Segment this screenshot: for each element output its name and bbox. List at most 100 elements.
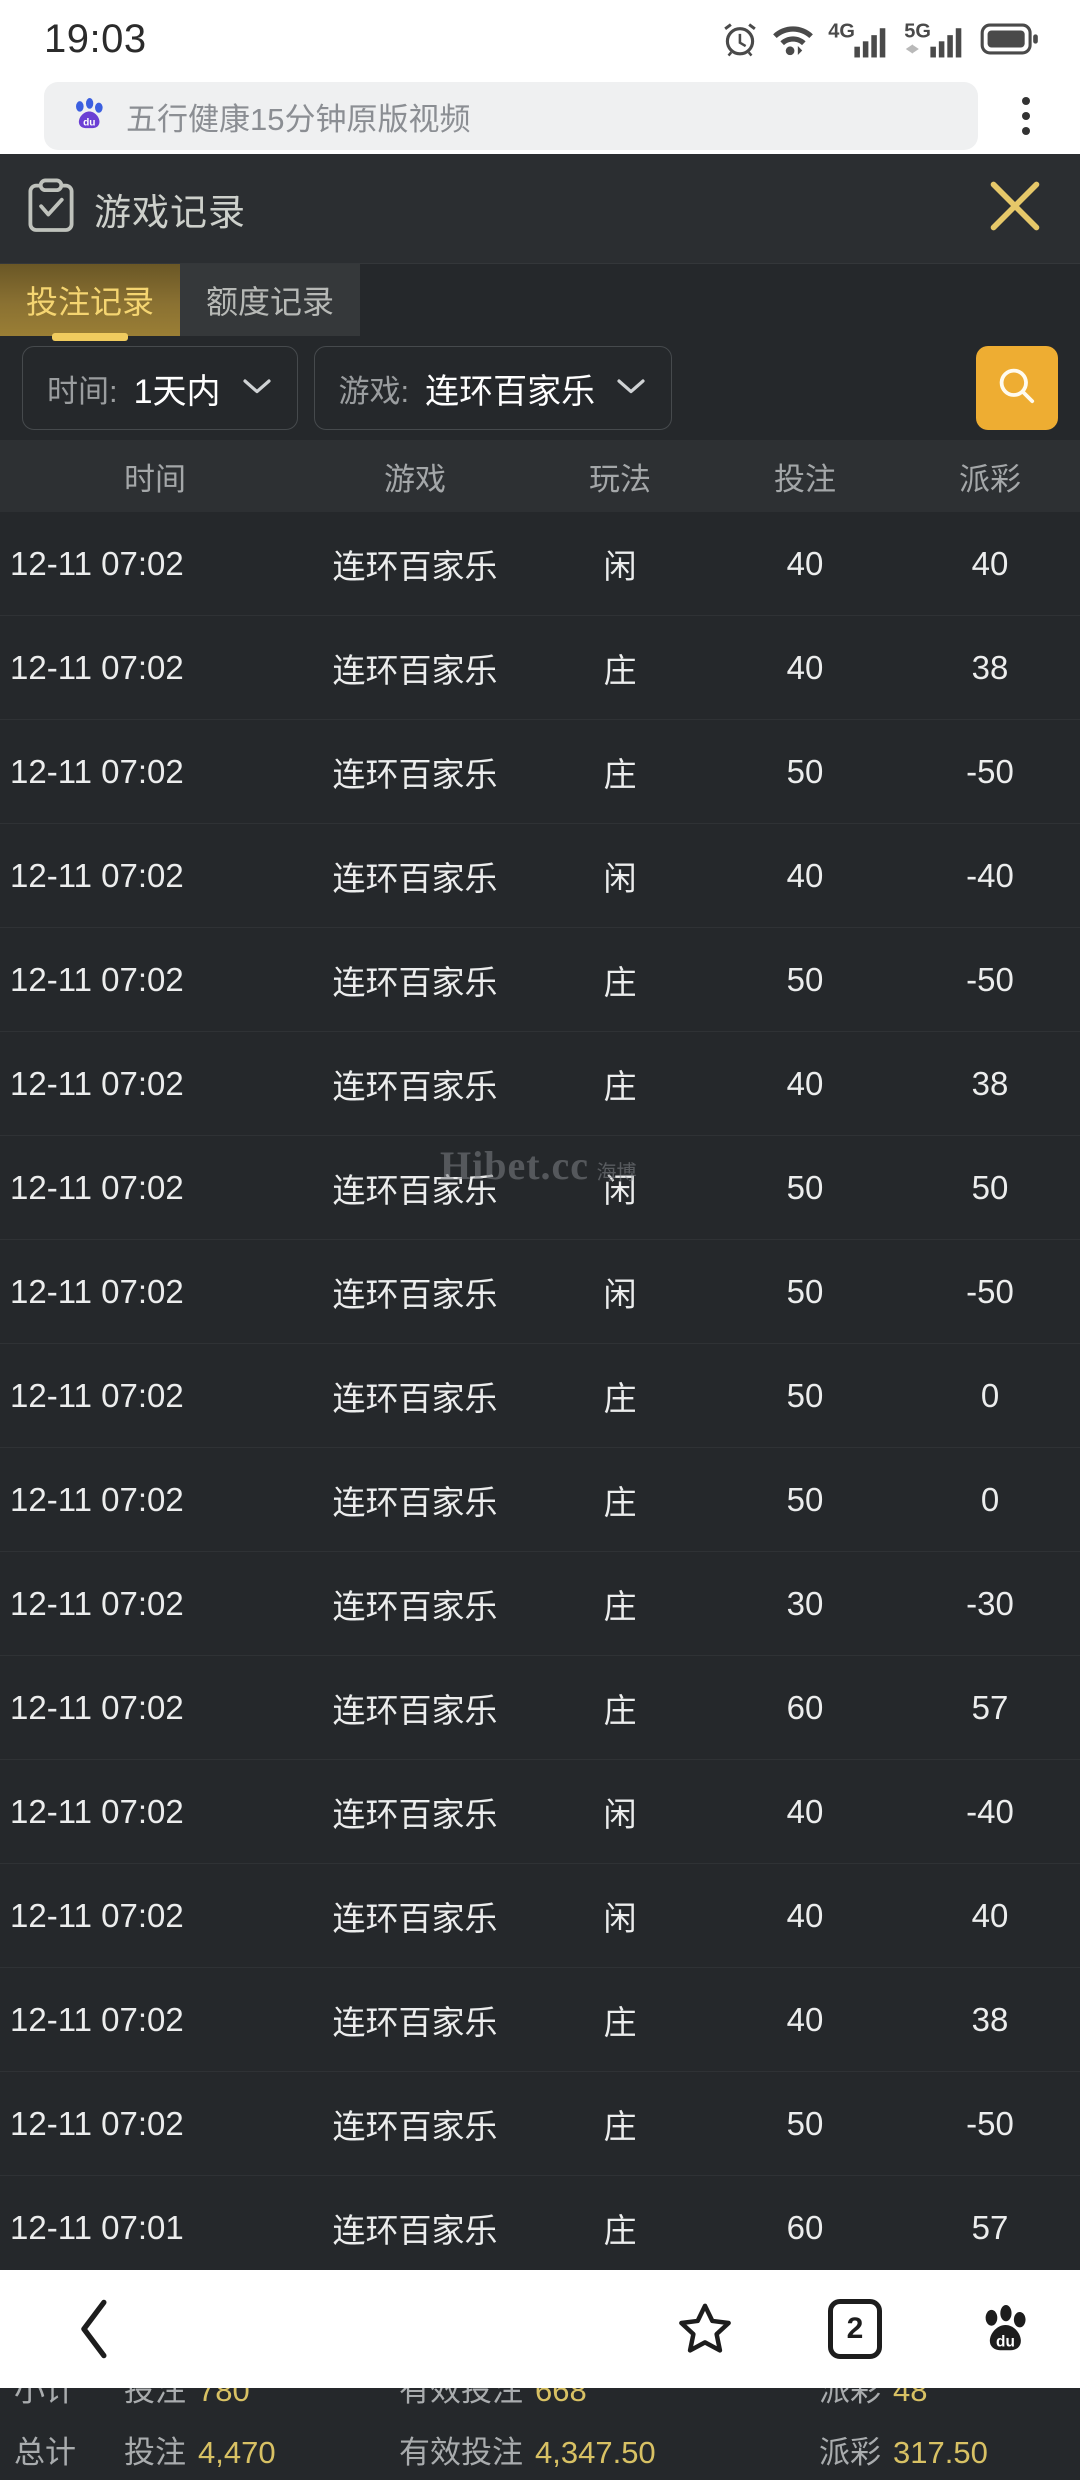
cell-play: 庄 — [603, 2211, 637, 2249]
cell-play: 闲 — [603, 1171, 637, 1209]
cell-bet: 50 — [786, 1168, 824, 1206]
cell-bet: 30 — [786, 1584, 824, 1622]
svg-text:du: du — [996, 2333, 1015, 2350]
tab-count-button[interactable]: 2 — [780, 2299, 930, 2359]
cell-payout: 38 — [971, 1064, 1009, 1102]
cell-payout: 40 — [971, 1896, 1009, 1934]
cell-time: 12-11 07:02 — [10, 1792, 184, 1830]
col-header-bet: 投注 — [774, 461, 836, 497]
table-row[interactable]: 12-11 07:02 连环百家乐 庄 40 38 — [0, 1032, 1080, 1136]
table-row[interactable]: 12-11 07:02 连环百家乐 庄 40 38 — [0, 616, 1080, 720]
search-icon — [995, 364, 1039, 413]
cell-game: 连环百家乐 — [332, 1171, 498, 1209]
cell-play: 闲 — [603, 547, 637, 585]
time-filter-label: 时间: — [47, 373, 118, 409]
cell-payout: 38 — [971, 648, 1009, 686]
kebab-menu-icon[interactable] — [998, 97, 1054, 135]
cell-time: 12-11 07:02 — [10, 1272, 184, 1310]
cell-time: 12-11 07:02 — [10, 960, 184, 998]
cell-payout: -50 — [966, 960, 1014, 998]
table-row[interactable]: 12-11 07:02 连环百家乐 庄 60 57 — [0, 1656, 1080, 1760]
baidu-paw-icon[interactable]: du — [930, 2301, 1080, 2357]
total-bet-value: 4,470 — [198, 2434, 276, 2470]
signal-4g-icon: 4G — [828, 19, 890, 59]
tab-count-label: 2 — [828, 2299, 882, 2359]
cell-time: 12-11 07:02 — [10, 1064, 184, 1102]
tab-betting-records[interactable]: 投注记录 — [0, 264, 181, 336]
cell-time: 12-11 07:02 — [10, 1688, 184, 1726]
baidu-paw-icon: du — [70, 95, 108, 138]
table-body: 12-11 07:02 连环百家乐闲 40 40 12-11 07:02 连环百家乐庄 40… — [0, 512, 1080, 2280]
col-header-play: 玩法 — [589, 461, 651, 497]
cell-payout: -30 — [966, 1584, 1014, 1622]
table-row[interactable]: 12-11 07:02 连环百家乐 庄 50 -50 — [0, 720, 1080, 824]
signal-5g-icon: 5G — [904, 19, 966, 59]
cell-time: 12-11 07:02 — [10, 1168, 184, 1206]
table-row[interactable]: 12-11 07:02 连环百家乐 庄 50 -50 — [0, 2072, 1080, 2176]
cell-payout: 57 — [971, 2208, 1009, 2246]
table-row[interactable]: 12-11 07:02 连环百家乐 庄 50 0 — [0, 1344, 1080, 1448]
total-payout-value: 317.50 — [893, 2434, 988, 2470]
cell-game: 连环百家乐 — [332, 2003, 498, 2041]
total-payout-label: 派彩 — [819, 2434, 881, 2470]
cell-play: 庄 — [603, 1691, 637, 1729]
cell-play: 闲 — [603, 1275, 637, 1313]
status-bar: 19:03 4G — [0, 0, 1080, 78]
cell-time: 12-11 07:01 — [10, 2208, 184, 2246]
cell-time: 12-11 07:02 — [10, 544, 184, 582]
total-valid-label: 有效投注 — [399, 2434, 523, 2470]
cell-payout: -50 — [966, 1272, 1014, 1310]
cell-payout: 38 — [971, 2000, 1009, 2038]
panel-header-left: 游戏记录 — [26, 178, 246, 239]
time-filter-value: 1天内 — [133, 372, 221, 411]
cell-time: 12-11 07:02 — [10, 2000, 184, 2038]
cell-time: 12-11 07:02 — [10, 1584, 184, 1622]
search-input[interactable]: du 五行健康15分钟原版视频 — [44, 82, 978, 150]
cell-game: 连环百家乐 — [332, 1379, 498, 1417]
total-valid-value: 4,347.50 — [535, 2434, 656, 2470]
tab-credit-records[interactable]: 额度记录 — [180, 264, 361, 336]
table-row[interactable]: 12-11 07:02 连环百家乐 闲 40 -40 — [0, 824, 1080, 928]
table-row[interactable]: 12-11 07:02 连环百家乐 闲 40 40 — [0, 512, 1080, 616]
cell-time: 12-11 07:02 — [10, 648, 184, 686]
cell-time: 12-11 07:02 — [10, 1480, 184, 1518]
table-row[interactable]: 12-11 07:02 连环百家乐 庄 40 38 — [0, 1968, 1080, 2072]
cell-payout: -50 — [966, 2104, 1014, 2142]
table-row[interactable]: 12-11 07:02 连环百家乐 闲 50 -50 — [0, 1240, 1080, 1344]
wifi-icon — [772, 21, 814, 57]
game-filter[interactable]: 游戏: 连环百家乐 — [313, 346, 673, 430]
cell-game: 连环百家乐 — [332, 2107, 498, 2145]
table-row[interactable]: 12-11 07:02 连环百家乐 闲 40 -40 — [0, 1760, 1080, 1864]
table-row[interactable]: 12-11 07:02 连环百家乐 闲 50 50 — [0, 1136, 1080, 1240]
svg-text:du: du — [83, 117, 95, 128]
col-header-payout: 派彩 — [959, 461, 1021, 497]
svg-text:4G: 4G — [828, 20, 855, 42]
back-chevron-icon[interactable] — [0, 2298, 190, 2360]
cell-game: 连环百家乐 — [332, 1899, 498, 1937]
cell-bet: 50 — [786, 1272, 824, 1310]
cell-game: 连环百家乐 — [332, 1483, 498, 1521]
table-row[interactable]: 12-11 07:02 连环百家乐 庄 50 0 — [0, 1448, 1080, 1552]
cell-bet: 40 — [786, 648, 824, 686]
star-icon[interactable] — [630, 2300, 780, 2358]
table-header: 时间 游戏 玩法 投注 派彩 — [0, 440, 1080, 512]
cell-game: 连环百家乐 — [332, 963, 498, 1001]
cell-time: 12-11 07:02 — [10, 1376, 184, 1414]
table-row[interactable]: 12-11 07:01 连环百家乐 庄 60 57 — [0, 2176, 1080, 2280]
chevron-down-icon — [615, 376, 647, 401]
cell-play: 庄 — [603, 2107, 637, 2145]
table-row[interactable]: 12-11 07:02 连环百家乐 庄 30 -30 — [0, 1552, 1080, 1656]
svg-text:5G: 5G — [904, 20, 931, 42]
cell-play: 庄 — [603, 1483, 637, 1521]
status-bar-icons: 4G 5G — [722, 19, 1040, 59]
cell-bet: 50 — [786, 752, 824, 790]
search-button[interactable] — [976, 346, 1058, 430]
time-filter[interactable]: 时间: 1天内 — [22, 346, 298, 430]
cell-payout: 40 — [971, 544, 1009, 582]
close-icon[interactable] — [984, 175, 1046, 242]
table-row[interactable]: 12-11 07:02 连环百家乐 庄 50 -50 — [0, 928, 1080, 1032]
table-row[interactable]: 12-11 07:02 连环百家乐 闲 40 40 — [0, 1864, 1080, 1968]
cell-play: 闲 — [603, 1795, 637, 1833]
search-query-text: 五行健康15分钟原版视频 — [126, 101, 471, 137]
cell-bet: 40 — [786, 1896, 824, 1934]
